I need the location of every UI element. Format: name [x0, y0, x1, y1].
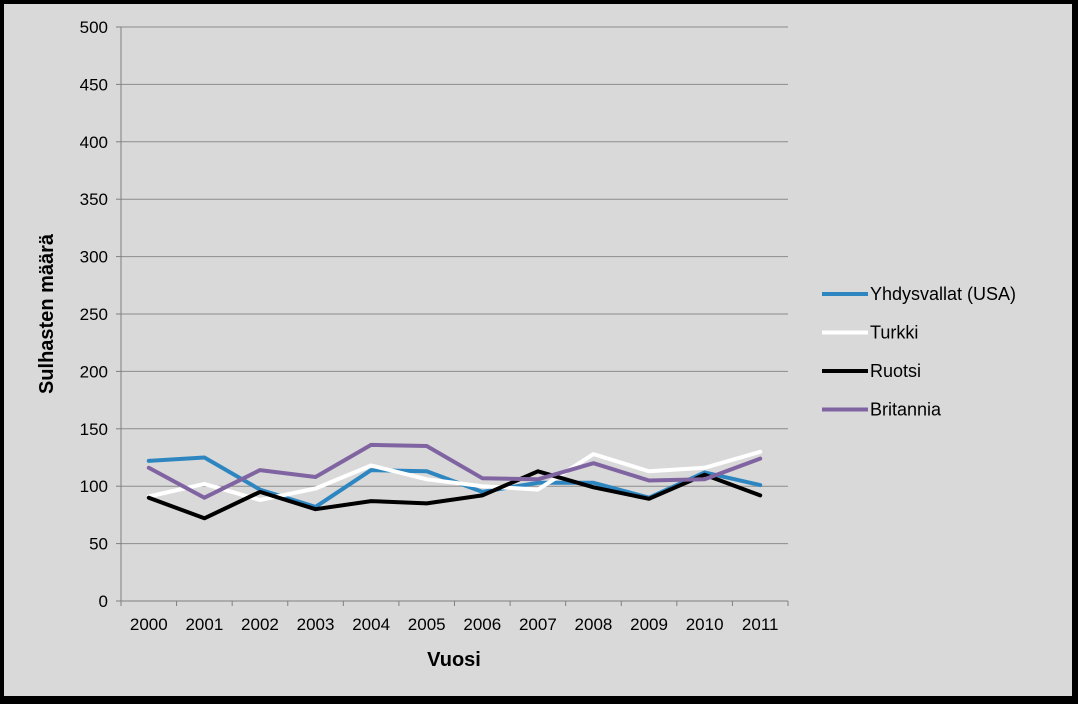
legend-label: Turkki [870, 323, 918, 343]
x-tick-label-2003: 2003 [297, 615, 335, 634]
y-tick-label: 350 [80, 190, 108, 209]
x-tick-label-2009: 2009 [630, 615, 668, 634]
legend-item: Turkki [822, 323, 918, 343]
legend-item: Yhdysvallat (USA) [822, 284, 1016, 304]
legend-label: Britannia [870, 400, 942, 420]
axes: 0 50 100 150 200 250 300 350 400 450 500 2000 2001 20… [80, 18, 789, 634]
legend: Yhdysvallat (USA) Turkki Ruotsi Britannia [822, 284, 1016, 420]
chart-frame: 0 50 100 150 200 250 300 350 400 450 500 2000 2001 20… [4, 4, 1072, 696]
legend-label: Ruotsi [870, 361, 921, 381]
x-tick-label-2001: 2001 [185, 615, 223, 634]
legend-item: Britannia [822, 400, 942, 420]
y-tick-label: 450 [80, 75, 108, 94]
y-tick-label: 200 [80, 362, 108, 381]
x-tick-label-2006: 2006 [463, 615, 501, 634]
y-tick-label: 100 [80, 477, 108, 496]
x-tick-label-2005: 2005 [408, 615, 446, 634]
x-tick-label-2011: 2011 [742, 615, 779, 634]
legend-item: Ruotsi [822, 361, 921, 381]
x-tick-label-2008: 2008 [575, 615, 613, 634]
y-tick-label: 300 [80, 248, 108, 267]
series-line-3 [146, 442, 763, 500]
x-axis-title: Vuosi [427, 649, 481, 671]
line-chart: 0 50 100 150 200 250 300 350 400 450 500 2000 2001 20… [36, 18, 1016, 671]
x-tick-label-2000: 2000 [130, 615, 168, 634]
x-tick-label-2010: 2010 [686, 615, 724, 634]
y-tick-label: 250 [80, 305, 108, 324]
y-tick-label: 0 [99, 592, 108, 611]
x-tick-label-2007: 2007 [519, 615, 557, 634]
legend-label: Yhdysvallat (USA) [870, 284, 1016, 304]
y-tick-label: 400 [80, 133, 108, 152]
x-tick-label-2004: 2004 [352, 615, 390, 634]
y-tick-label: 500 [80, 18, 108, 37]
series-lines [146, 442, 763, 521]
series-line-2 [146, 469, 763, 521]
gridlines [121, 26, 788, 545]
series-line-1 [146, 449, 763, 502]
y-tick-label: 150 [80, 420, 108, 439]
y-tick-label: 50 [89, 535, 108, 554]
y-axis-title: Sulhasten määrä [36, 233, 58, 394]
x-tick-label-2002: 2002 [241, 615, 279, 634]
